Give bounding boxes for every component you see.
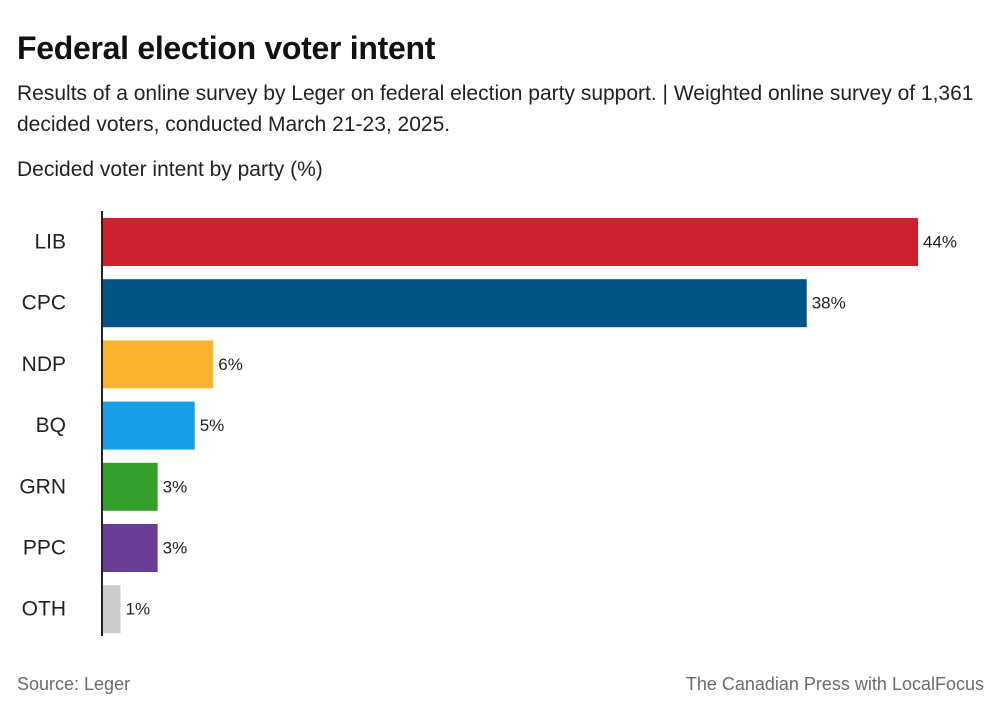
- bar-ppc: [102, 524, 158, 572]
- category-label-lib: LIB: [34, 231, 66, 254]
- category-label-oth: OTH: [22, 598, 66, 621]
- value-label-oth: 1%: [126, 600, 151, 619]
- category-label-ndp: NDP: [22, 353, 66, 376]
- value-label-ndp: 6%: [218, 355, 243, 374]
- chart-subtitle: Results of a online survey by Leger on f…: [17, 82, 974, 136]
- category-label-ppc: PPC: [23, 537, 66, 560]
- value-label-bq: 5%: [200, 416, 225, 435]
- bar-bq: [102, 401, 195, 450]
- category-label-grn: GRN: [19, 475, 66, 498]
- bar-grn: [102, 462, 158, 511]
- value-label-cpc: 38%: [812, 294, 846, 313]
- chart-axis-label: Decided voter intent by party (%): [17, 158, 323, 181]
- value-label-lib: 44%: [923, 233, 957, 252]
- bar-cpc: [102, 279, 807, 328]
- chart-title: Federal election voter intent: [17, 30, 436, 66]
- source-note: Source: Leger: [17, 674, 131, 694]
- category-label-cpc: CPC: [22, 292, 66, 315]
- bar-lib: [102, 218, 918, 266]
- credit-note: The Canadian Press with LocalFocus: [685, 674, 984, 694]
- bar-oth: [102, 585, 121, 634]
- bar-ndp: [102, 340, 214, 389]
- value-label-ppc: 3%: [163, 539, 188, 558]
- category-label-bq: BQ: [36, 414, 66, 437]
- bar-chart: LIB 44% CPC 38% NDP 6% BQ 5% GRN 3% PPC 3% OTH 1%: [19, 211, 957, 636]
- value-label-grn: 3%: [163, 477, 188, 496]
